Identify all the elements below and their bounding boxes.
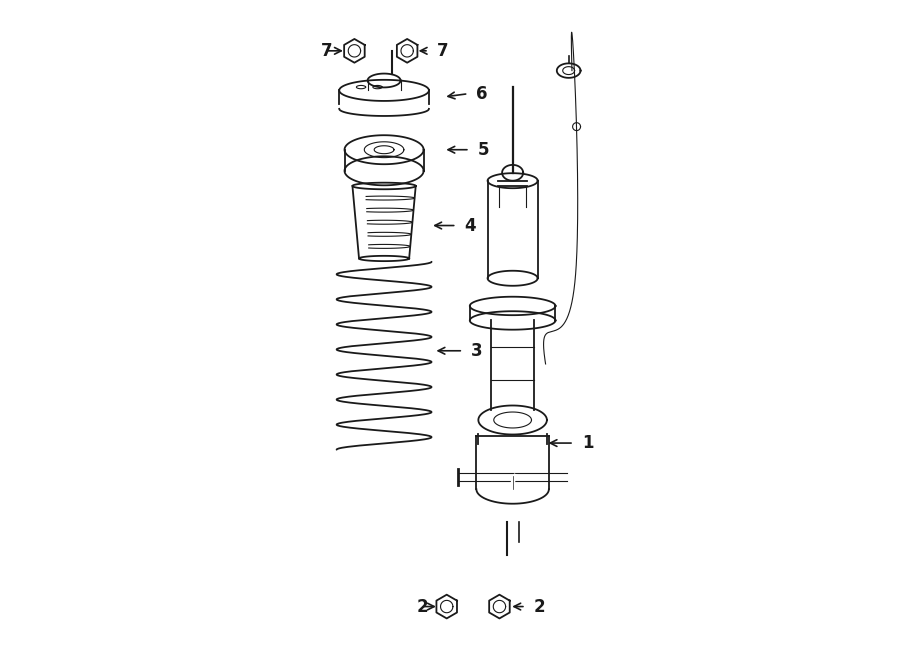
Text: 7: 7 [436, 42, 448, 60]
Text: 2: 2 [534, 598, 545, 616]
Text: 7: 7 [321, 42, 333, 60]
Text: 3: 3 [471, 342, 482, 359]
Text: 6: 6 [476, 85, 488, 103]
Text: 5: 5 [478, 141, 490, 159]
Text: 2: 2 [417, 598, 428, 616]
Text: 4: 4 [464, 216, 476, 234]
Text: 1: 1 [581, 434, 593, 452]
